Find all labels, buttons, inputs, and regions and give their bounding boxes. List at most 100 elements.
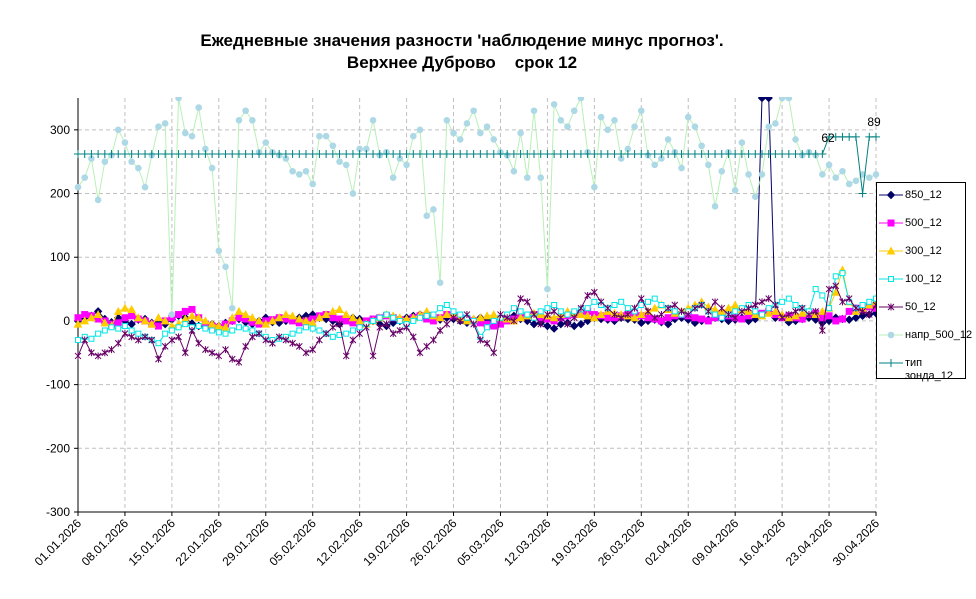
- marker: [550, 307, 558, 315]
- marker: [825, 312, 833, 320]
- marker: [771, 306, 780, 315]
- marker: [724, 303, 733, 312]
- marker: [362, 150, 371, 159]
- marker: [583, 150, 592, 159]
- marker: [449, 150, 458, 159]
- marker: [382, 150, 391, 159]
- marker: [148, 336, 156, 344]
- marker: [738, 307, 746, 315]
- marker: [678, 307, 685, 315]
- marker: [483, 123, 491, 130]
- marker: [866, 298, 873, 305]
- marker: [717, 150, 726, 159]
- legend-item: 850_12: [877, 183, 965, 211]
- marker: [764, 97, 773, 103]
- marker: [556, 319, 566, 329]
- marker: [100, 318, 110, 327]
- marker: [430, 336, 437, 344]
- marker: [147, 319, 157, 328]
- marker: [711, 202, 719, 210]
- x-tick-label: 26.02.2026: [407, 516, 460, 569]
- y-tick-label: 200: [50, 187, 70, 201]
- marker: [242, 107, 249, 115]
- marker: [262, 139, 270, 146]
- marker: [294, 314, 304, 323]
- marker: [289, 167, 296, 175]
- marker: [865, 132, 874, 141]
- marker: [209, 327, 216, 334]
- marker: [396, 326, 404, 334]
- marker: [215, 352, 223, 360]
- marker: [288, 150, 297, 159]
- marker: [442, 150, 451, 159]
- marker: [457, 311, 464, 318]
- marker: [886, 190, 896, 200]
- marker: [135, 330, 142, 337]
- marker: [516, 313, 525, 322]
- marker: [596, 309, 606, 319]
- marker: [416, 349, 424, 357]
- marker: [242, 342, 250, 350]
- marker: [604, 304, 612, 312]
- marker: [510, 167, 518, 175]
- marker: [234, 150, 243, 159]
- marker: [637, 318, 646, 328]
- marker: [704, 150, 713, 159]
- x-tick-label: 19.02.2026: [360, 516, 413, 569]
- marker: [248, 150, 257, 159]
- marker: [537, 320, 545, 328]
- marker: [423, 342, 431, 350]
- marker: [214, 150, 223, 159]
- marker: [194, 150, 203, 159]
- legend-item: тип зонда_12: [877, 351, 965, 382]
- marker: [342, 352, 350, 360]
- x-tick-label: 30.04.2026: [830, 516, 883, 569]
- marker: [268, 316, 277, 325]
- marker: [644, 150, 652, 159]
- marker: [577, 97, 585, 102]
- marker: [442, 309, 452, 319]
- marker: [644, 314, 652, 322]
- legend-item: напр_500_12: [877, 323, 972, 351]
- marker: [839, 167, 846, 175]
- marker: [134, 313, 143, 322]
- marker: [261, 319, 271, 328]
- marker: [423, 212, 431, 220]
- marker: [751, 150, 760, 159]
- marker: [202, 346, 209, 354]
- x-tick-label: 15.01.2026: [126, 516, 179, 569]
- legend-icon: [879, 190, 903, 200]
- marker: [718, 304, 726, 312]
- marker: [335, 304, 344, 313]
- marker: [697, 150, 706, 159]
- marker: [73, 319, 83, 328]
- marker: [845, 295, 853, 303]
- marker: [301, 316, 311, 325]
- marker: [389, 150, 398, 159]
- marker: [88, 349, 95, 357]
- marker: [429, 150, 438, 159]
- marker: [570, 107, 578, 115]
- marker: [134, 150, 143, 159]
- marker: [221, 150, 230, 159]
- marker: [785, 311, 793, 319]
- marker: [543, 321, 552, 331]
- marker: [254, 316, 264, 325]
- marker: [664, 136, 672, 143]
- marker: [336, 320, 343, 328]
- marker: [887, 219, 895, 227]
- legend-label: 850_12: [905, 189, 942, 201]
- marker: [684, 113, 692, 121]
- marker: [650, 303, 660, 312]
- marker: [114, 339, 122, 347]
- marker: [784, 150, 793, 159]
- marker: [74, 150, 82, 159]
- marker: [731, 314, 739, 322]
- marker: [94, 196, 102, 204]
- marker: [845, 132, 854, 141]
- marker: [416, 150, 424, 159]
- marker: [456, 136, 464, 143]
- marker: [543, 150, 552, 159]
- marker: [154, 322, 162, 330]
